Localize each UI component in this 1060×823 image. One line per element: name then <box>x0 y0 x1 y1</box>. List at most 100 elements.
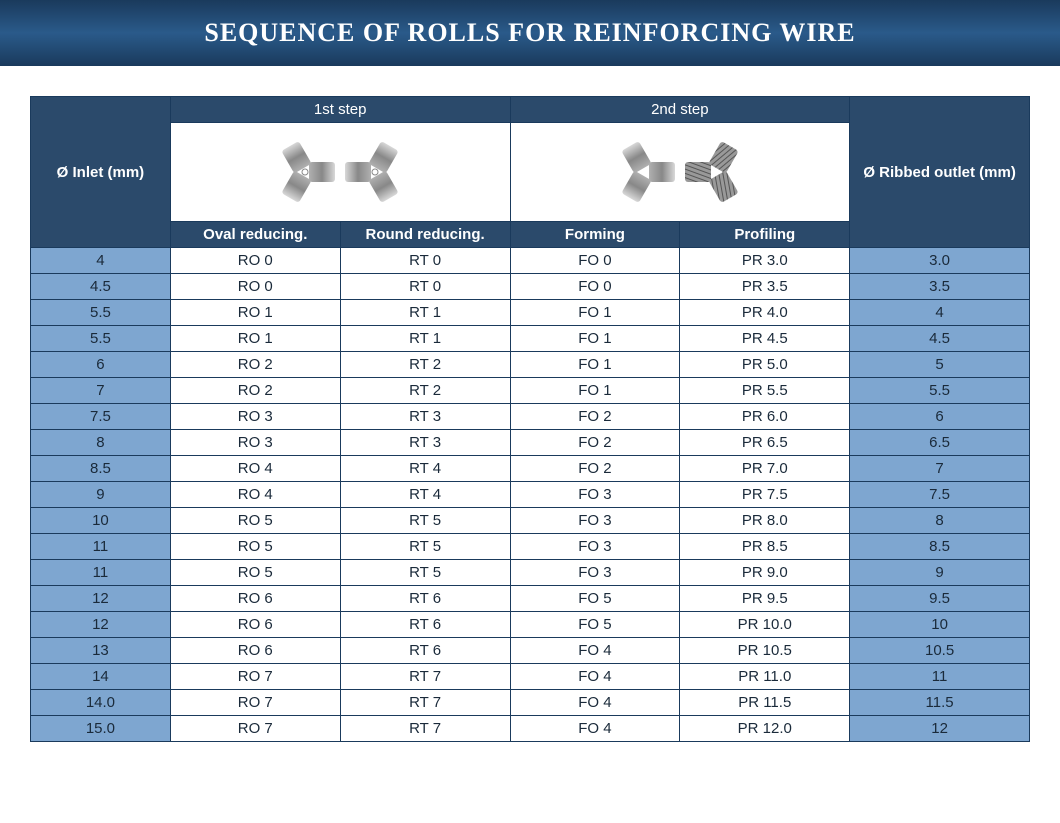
cell-oval: RO 5 <box>170 560 340 586</box>
cell-profiling: PR 8.5 <box>680 534 850 560</box>
cell-outlet: 9.5 <box>850 586 1030 612</box>
cell-inlet: 11 <box>31 560 171 586</box>
cell-oval: RO 7 <box>170 690 340 716</box>
table-row: 7RO 2RT 2FO 1PR 5.55.5 <box>31 378 1030 404</box>
cell-inlet: 11 <box>31 534 171 560</box>
cell-outlet: 10.5 <box>850 638 1030 664</box>
cell-profiling: PR 11.5 <box>680 690 850 716</box>
cell-round: RT 6 <box>340 638 510 664</box>
cell-forming: FO 4 <box>510 664 680 690</box>
cell-inlet: 5.5 <box>31 300 171 326</box>
table-row: 5.5RO 1RT 1FO 1PR 4.04 <box>31 300 1030 326</box>
cell-profiling: PR 11.0 <box>680 664 850 690</box>
cell-profiling: PR 5.0 <box>680 352 850 378</box>
cell-round: RT 7 <box>340 716 510 742</box>
table-container: Ø Inlet (mm) 1st step 2nd step Ø Ribbed … <box>0 66 1060 762</box>
cell-forming: FO 2 <box>510 456 680 482</box>
cell-outlet: 9 <box>850 560 1030 586</box>
cell-oval: RO 4 <box>170 482 340 508</box>
cell-outlet: 5.5 <box>850 378 1030 404</box>
cell-inlet: 12 <box>31 612 171 638</box>
cell-outlet: 11 <box>850 664 1030 690</box>
cell-oval: RO 1 <box>170 326 340 352</box>
cell-inlet: 4 <box>31 248 171 274</box>
cell-round: RT 0 <box>340 274 510 300</box>
cell-oval: RO 5 <box>170 534 340 560</box>
page-title: SEQUENCE OF ROLLS FOR REINFORCING WIRE <box>0 0 1060 66</box>
cell-forming: FO 1 <box>510 326 680 352</box>
cell-outlet: 7.5 <box>850 482 1030 508</box>
cell-forming: FO 4 <box>510 638 680 664</box>
cell-inlet: 13 <box>31 638 171 664</box>
cell-round: RT 5 <box>340 534 510 560</box>
table-row: 5.5RO 1RT 1FO 1PR 4.54.5 <box>31 326 1030 352</box>
table-row: 15.0RO 7RT 7FO 4PR 12.012 <box>31 716 1030 742</box>
cell-forming: FO 1 <box>510 378 680 404</box>
cell-forming: FO 4 <box>510 690 680 716</box>
cell-round: RT 4 <box>340 482 510 508</box>
cell-inlet: 5.5 <box>31 326 171 352</box>
cell-profiling: PR 6.5 <box>680 430 850 456</box>
table-row: 8.5RO 4RT 4FO 2PR 7.07 <box>31 456 1030 482</box>
cell-forming: FO 3 <box>510 560 680 586</box>
cell-profiling: PR 7.5 <box>680 482 850 508</box>
cell-oval: RO 0 <box>170 248 340 274</box>
cell-oval: RO 6 <box>170 638 340 664</box>
cell-oval: RO 3 <box>170 404 340 430</box>
cell-inlet: 14 <box>31 664 171 690</box>
cell-forming: FO 0 <box>510 248 680 274</box>
step2-image <box>510 123 850 222</box>
col-outlet: Ø Ribbed outlet (mm) <box>850 97 1030 248</box>
table-row: 12RO 6RT 6FO 5PR 10.010 <box>31 612 1030 638</box>
cell-round: RT 2 <box>340 378 510 404</box>
cell-profiling: PR 3.0 <box>680 248 850 274</box>
cell-outlet: 10 <box>850 612 1030 638</box>
cell-outlet: 3.5 <box>850 274 1030 300</box>
cell-oval: RO 0 <box>170 274 340 300</box>
cell-inlet: 14.0 <box>31 690 171 716</box>
cell-outlet: 4 <box>850 300 1030 326</box>
cell-profiling: PR 7.0 <box>680 456 850 482</box>
table-row: 8RO 3RT 3FO 2PR 6.56.5 <box>31 430 1030 456</box>
cell-outlet: 6.5 <box>850 430 1030 456</box>
cell-forming: FO 0 <box>510 274 680 300</box>
cell-inlet: 15.0 <box>31 716 171 742</box>
cell-inlet: 7.5 <box>31 404 171 430</box>
rolls-step1-icon <box>270 132 410 212</box>
col-round: Round reducing. <box>340 222 510 248</box>
col-oval: Oval reducing. <box>170 222 340 248</box>
col-forming: Forming <box>510 222 680 248</box>
cell-round: RT 6 <box>340 612 510 638</box>
cell-oval: RO 3 <box>170 430 340 456</box>
table-body: 4RO 0RT 0FO 0PR 3.03.04.5RO 0RT 0FO 0PR … <box>31 248 1030 742</box>
cell-oval: RO 1 <box>170 300 340 326</box>
cell-inlet: 9 <box>31 482 171 508</box>
cell-forming: FO 1 <box>510 352 680 378</box>
cell-profiling: PR 9.0 <box>680 560 850 586</box>
cell-inlet: 6 <box>31 352 171 378</box>
cell-forming: FO 3 <box>510 482 680 508</box>
cell-profiling: PR 4.0 <box>680 300 850 326</box>
table-row: 10RO 5RT 5FO 3PR 8.08 <box>31 508 1030 534</box>
cell-round: RT 7 <box>340 664 510 690</box>
cell-profiling: PR 4.5 <box>680 326 850 352</box>
cell-profiling: PR 5.5 <box>680 378 850 404</box>
cell-profiling: PR 6.0 <box>680 404 850 430</box>
cell-round: RT 0 <box>340 248 510 274</box>
col-step2: 2nd step <box>510 97 850 123</box>
table-row: 7.5RO 3RT 3FO 2PR 6.06 <box>31 404 1030 430</box>
cell-round: RT 5 <box>340 560 510 586</box>
cell-oval: RO 6 <box>170 612 340 638</box>
table-row: 4.5RO 0RT 0FO 0PR 3.53.5 <box>31 274 1030 300</box>
cell-outlet: 6 <box>850 404 1030 430</box>
cell-outlet: 11.5 <box>850 690 1030 716</box>
cell-outlet: 4.5 <box>850 326 1030 352</box>
cell-inlet: 10 <box>31 508 171 534</box>
cell-outlet: 3.0 <box>850 248 1030 274</box>
cell-oval: RO 7 <box>170 716 340 742</box>
cell-round: RT 7 <box>340 690 510 716</box>
cell-forming: FO 3 <box>510 508 680 534</box>
cell-forming: FO 3 <box>510 534 680 560</box>
cell-profiling: PR 3.5 <box>680 274 850 300</box>
cell-inlet: 7 <box>31 378 171 404</box>
